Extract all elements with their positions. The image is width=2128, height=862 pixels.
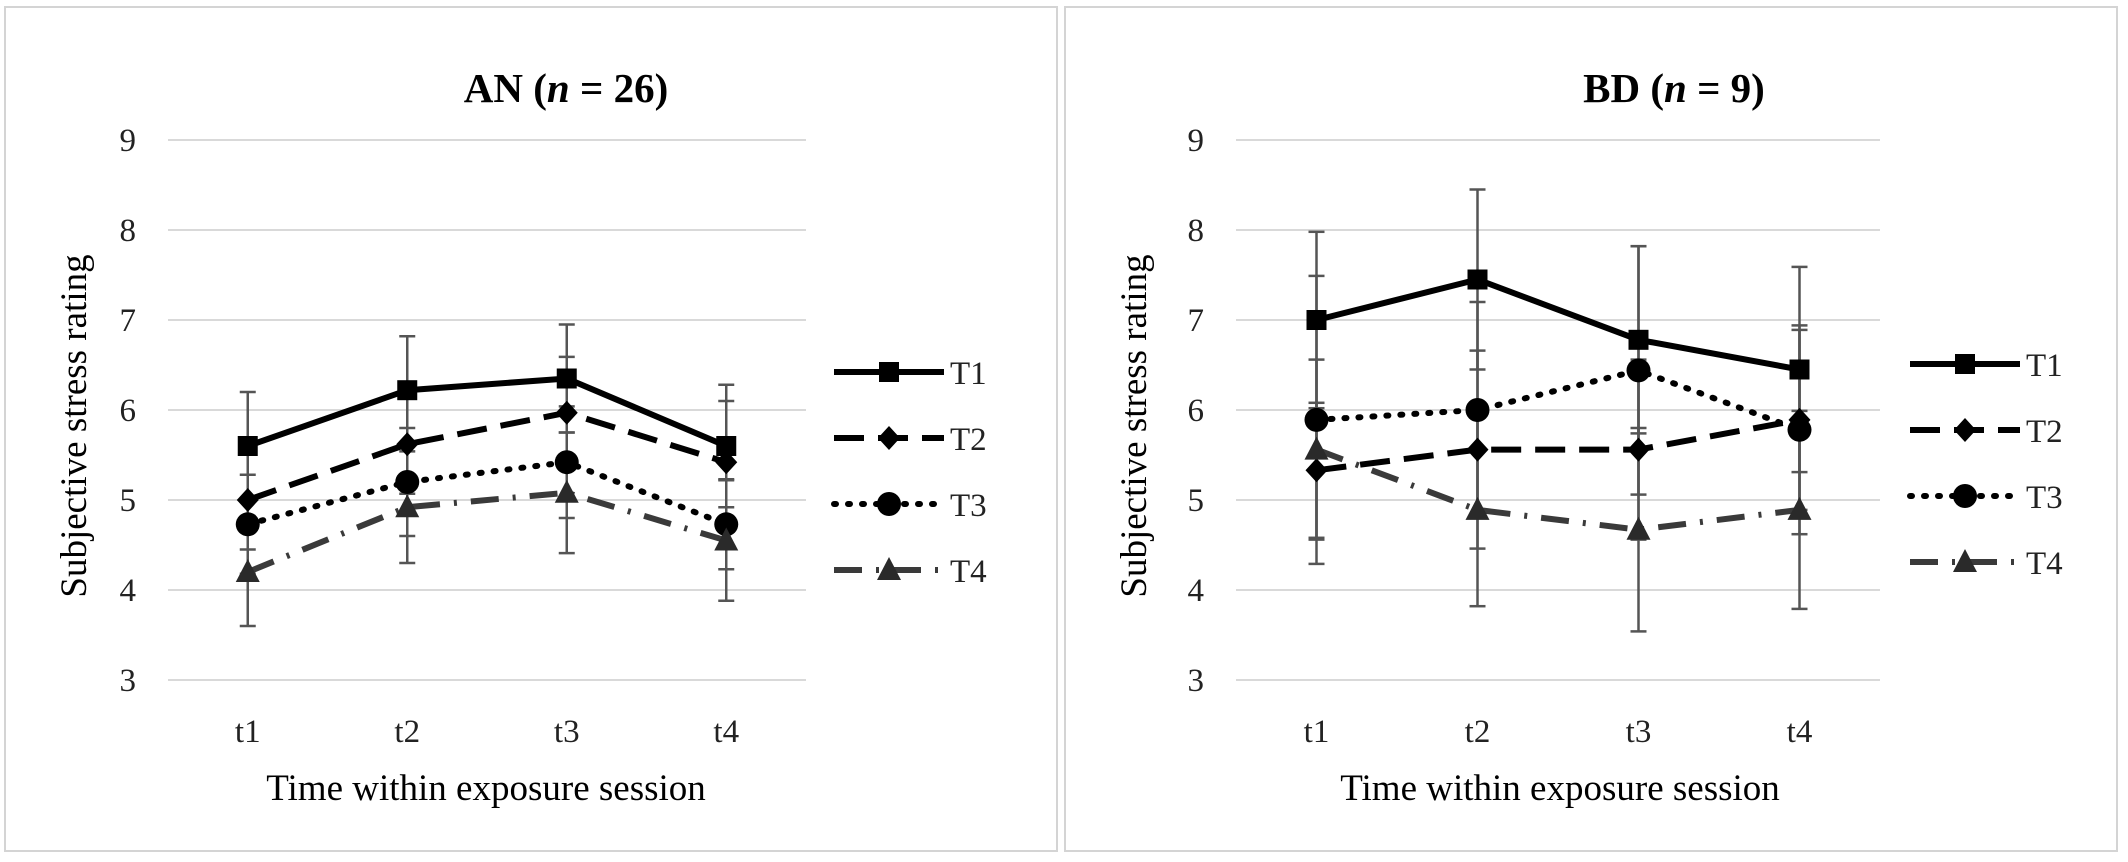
data-point-t4 <box>1465 496 1490 520</box>
legend-marker <box>1953 549 1977 572</box>
legend-item-t1: T1 <box>1910 348 2063 384</box>
legend-item-t3: T3 <box>1907 480 2063 516</box>
y-tick-label: 4 <box>120 573 137 609</box>
x-tick-label: t2 <box>394 714 420 750</box>
legend-marker <box>877 492 901 516</box>
data-point-t3 <box>1465 398 1490 422</box>
data-point-t4 <box>395 494 420 518</box>
data-point-t1 <box>716 436 737 456</box>
y-tick-label: 8 <box>120 213 137 249</box>
x-tick-label: t1 <box>1304 714 1330 750</box>
legend-marker <box>879 362 899 382</box>
chart-panel-an: AN (n = 26) Subjective stress rating Tim… <box>4 6 1058 852</box>
legend-label: T1 <box>950 356 987 392</box>
chart-title: BD (n = 9) <box>1583 65 1765 111</box>
x-tick-label: t4 <box>713 714 739 750</box>
y-axis-label: Subjective stress rating <box>1114 254 1155 597</box>
series-line-t4 <box>246 489 728 575</box>
data-point-t3 <box>1304 407 1329 432</box>
data-point-t2 <box>1627 437 1650 462</box>
data-point-t3 <box>1626 358 1651 383</box>
y-tick-label: 7 <box>1188 303 1205 339</box>
data-point-t1 <box>397 380 418 401</box>
data-point-t2 <box>715 450 738 475</box>
x-tick-label: t3 <box>1626 714 1652 750</box>
series-line-t3 <box>244 459 730 528</box>
x-tick-label: t1 <box>235 714 261 750</box>
data-point-t2 <box>396 432 419 457</box>
legend-marker <box>1953 484 1977 508</box>
chart-title: AN (n = 26) <box>464 65 668 111</box>
legend-label: T3 <box>2026 480 2063 516</box>
x-axis-label: Time within exposure session <box>1340 768 1780 809</box>
chart-panel-bd: BD (n = 9) Subjective stress rating Time… <box>1064 6 2118 852</box>
data-point-t4 <box>554 479 579 503</box>
y-tick-label: 6 <box>120 393 137 429</box>
legend-marker <box>1955 354 1975 374</box>
x-axis-label: Time within exposure session <box>266 768 706 809</box>
data-point-t4 <box>714 527 739 551</box>
data-point-t3 <box>395 470 420 494</box>
legend-marker <box>1954 418 1976 442</box>
data-point-t1 <box>1789 359 1810 380</box>
legend-marker <box>878 426 900 450</box>
data-point-t2 <box>236 488 259 512</box>
y-tick-label: 3 <box>120 663 137 699</box>
legend: T1 T2 T3 T4 <box>1907 348 2063 582</box>
legend-item-t1: T1 <box>834 356 987 392</box>
y-tick-label: 5 <box>1188 483 1205 519</box>
legend: T1 T2 T3 T4 <box>831 356 987 590</box>
y-tick-label: 6 <box>1188 393 1205 429</box>
data-point-t1 <box>237 436 258 456</box>
data-point-t3 <box>235 512 260 537</box>
chart-an: AN (n = 26) Subjective stress rating Tim… <box>54 65 987 809</box>
legend-item-t4: T4 <box>834 554 987 590</box>
series-line-t1 <box>1315 276 1801 373</box>
data-point-t4 <box>1626 516 1651 540</box>
data-point-t2 <box>1305 458 1328 483</box>
chart-bd: BD (n = 9) Subjective stress rating Time… <box>1114 65 2063 809</box>
legend-item-t2: T2 <box>834 422 987 458</box>
y-tick-label: 3 <box>1188 663 1205 699</box>
data-point-t3 <box>1787 417 1812 442</box>
data-point-t1 <box>556 368 577 389</box>
y-tick-label: 9 <box>120 123 137 159</box>
legend-item-t4: T4 <box>1910 546 2063 582</box>
data-point-t2 <box>555 400 578 425</box>
y-tick-label: 9 <box>1188 123 1205 159</box>
data-point-t4 <box>1787 496 1812 520</box>
y-tick-label: 4 <box>1188 573 1205 609</box>
legend-item-t3: T3 <box>831 488 987 524</box>
data-point-t1 <box>1306 310 1327 330</box>
legend-label: T4 <box>950 554 987 590</box>
data-point-t4 <box>1304 436 1329 460</box>
y-tick-label: 8 <box>1188 213 1205 249</box>
data-point-t3 <box>714 512 739 537</box>
legend-label: T2 <box>2026 414 2063 450</box>
series-line-t1 <box>246 375 728 449</box>
x-tick-label: t3 <box>554 714 580 750</box>
legend-label: T1 <box>2026 348 2063 384</box>
series-line-t3 <box>1313 367 1803 433</box>
legend-label: T3 <box>950 488 987 524</box>
series-line-t2 <box>246 409 728 503</box>
data-point-t2 <box>1466 437 1489 462</box>
data-point-t4 <box>235 559 260 582</box>
legend-label: T4 <box>2026 546 2063 582</box>
y-tick-label: 7 <box>120 303 137 339</box>
y-tick-label: 5 <box>120 483 137 519</box>
legend-item-t2: T2 <box>1910 414 2063 450</box>
legend-marker <box>877 557 901 580</box>
data-point-t1 <box>1467 269 1488 290</box>
series-line-t4 <box>1315 446 1800 533</box>
x-tick-label: t4 <box>1787 714 1813 750</box>
legend-label: T2 <box>950 422 987 458</box>
series-line-t2 <box>1316 416 1801 474</box>
data-point-t3 <box>554 450 579 475</box>
x-tick-label: t2 <box>1465 714 1491 750</box>
y-axis-label: Subjective stress rating <box>54 254 95 597</box>
data-point-t1 <box>1628 329 1649 350</box>
